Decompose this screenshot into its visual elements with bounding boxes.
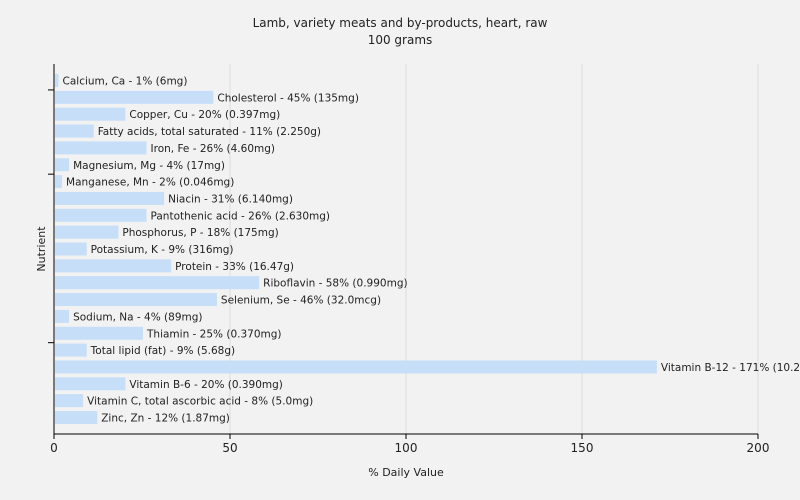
bar [55, 276, 260, 290]
bar-label: Sodium, Na - 4% (89mg) [73, 311, 202, 323]
x-tick-label: 150 [571, 441, 594, 455]
bar-label: Vitamin B-12 - 171% (10.25mcg) [661, 362, 800, 374]
bar-label: Vitamin B-6 - 20% (0.390mg) [129, 379, 283, 391]
bar-label: Selenium, Se - 46% (32.0mcg) [221, 295, 381, 307]
bar-label: Phosphorus, P - 18% (175mg) [122, 227, 278, 239]
bar [55, 326, 143, 340]
bar [55, 158, 70, 172]
bar [55, 259, 172, 273]
bar-label: Pantothenic acid - 26% (2.630mg) [151, 210, 330, 222]
bar [55, 225, 119, 239]
bar [55, 309, 70, 323]
bar [55, 293, 217, 307]
bar-label: Fatty acids, total saturated - 11% (2.25… [98, 126, 321, 138]
bar [55, 394, 84, 408]
x-tick-label: 200 [747, 441, 770, 455]
bar-label: Zinc, Zn - 12% (1.87mg) [101, 413, 230, 425]
bar [55, 175, 63, 189]
bar [55, 141, 147, 155]
bar-label: Thiamin - 25% (0.370mg) [146, 328, 282, 340]
y-axis-label: Nutrient [35, 226, 48, 272]
bar [55, 74, 59, 87]
bar [55, 343, 87, 357]
bar-label: Niacin - 31% (6.140mg) [168, 193, 293, 205]
chart-title: Lamb, variety meats and by-products, hea… [253, 16, 548, 30]
bar [55, 124, 94, 138]
chart-subtitle: 100 grams [368, 33, 433, 47]
bar-label: Vitamin C, total ascorbic acid - 8% (5.0… [87, 396, 313, 408]
bar-label: Calcium, Ca - 1% (6mg) [63, 76, 188, 88]
bar [55, 411, 98, 424]
x-tick-label: 100 [395, 441, 418, 455]
bar [55, 208, 147, 222]
bar-label: Cholesterol - 45% (135mg) [217, 92, 359, 104]
bar-label: Magnesium, Mg - 4% (17mg) [73, 160, 225, 172]
bar [55, 90, 214, 104]
bar-label: Potassium, K - 9% (316mg) [91, 244, 234, 256]
bar-label: Iron, Fe - 26% (4.60mg) [151, 143, 275, 155]
x-tick-label: 0 [50, 441, 58, 455]
x-axis-label: % Daily Value [368, 466, 444, 479]
axes: 0 50 100 150 200 [48, 64, 769, 455]
bar [55, 107, 126, 121]
bar-label: Copper, Cu - 20% (0.397mg) [129, 109, 280, 121]
bar-label: Protein - 33% (16.47g) [175, 261, 294, 273]
bar-label: Riboflavin - 58% (0.990mg) [263, 278, 407, 290]
x-tick-label: 50 [222, 441, 237, 455]
bar [55, 242, 87, 256]
bar-label: Manganese, Mn - 2% (0.046mg) [66, 177, 234, 189]
bar [55, 360, 657, 374]
bar-label: Total lipid (fat) - 9% (5.68g) [90, 345, 235, 357]
bars: Calcium, Ca - 1% (6mg) Cholesterol - 45% … [55, 74, 800, 425]
bar [55, 377, 126, 391]
bar [55, 191, 165, 205]
